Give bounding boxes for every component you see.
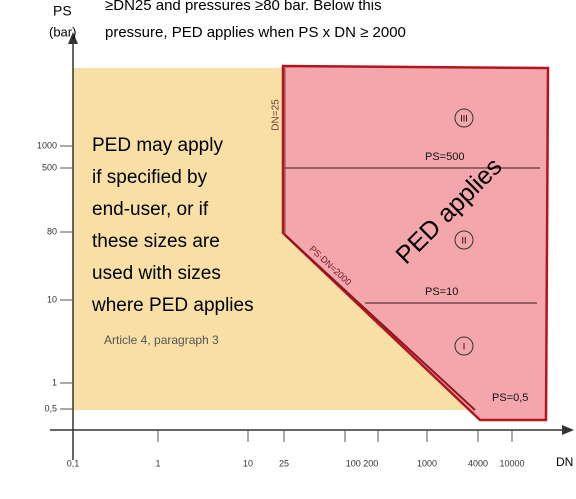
y-arrow bbox=[68, 32, 78, 44]
y-axis-unit: (bar) bbox=[49, 24, 76, 39]
ps-label: PS=0,5 bbox=[492, 392, 528, 404]
yellow-region bbox=[73, 68, 475, 410]
x-tick-label: 25 bbox=[279, 458, 289, 468]
y-tick-label: 1 bbox=[52, 377, 57, 387]
region-line: used with sizes bbox=[92, 263, 221, 284]
x-tick-label: 4000 bbox=[468, 458, 488, 468]
y-tick-label: 1000 bbox=[37, 140, 57, 150]
y-tick-label: 0,5 bbox=[44, 403, 57, 413]
x-tick-label: 0,1 bbox=[67, 458, 80, 468]
region-line: these sizes are bbox=[92, 231, 220, 252]
x-axis-label: DN bbox=[556, 455, 573, 469]
region-line: if specified by bbox=[92, 167, 208, 188]
y-tick-label: 500 bbox=[42, 162, 57, 172]
x-tick-label: 1 bbox=[155, 458, 160, 468]
red-region bbox=[281, 64, 550, 422]
category-label: I bbox=[463, 341, 466, 351]
category-label: II bbox=[461, 235, 466, 245]
yellow-text: PED may apply if specified by end-user, … bbox=[91, 135, 254, 347]
dn-label: DN=25 bbox=[271, 99, 282, 131]
category-circle bbox=[454, 230, 474, 250]
region-line: where PED applies bbox=[91, 295, 254, 316]
x-tick-label: 10000 bbox=[499, 458, 524, 468]
ps-label: PS=500 bbox=[425, 151, 464, 163]
x-tick-label: 1000 bbox=[417, 458, 437, 468]
category-circle bbox=[454, 336, 474, 356]
x-ticks bbox=[157, 430, 513, 442]
y-axis-label: PS bbox=[53, 3, 72, 19]
ps-label: PS=10 bbox=[425, 286, 458, 298]
x-tick-label: 10 bbox=[243, 458, 253, 468]
reference: Article 4, paragraph 3 bbox=[104, 333, 219, 347]
region-line: end-user, or if bbox=[92, 199, 209, 220]
product-line bbox=[284, 234, 476, 411]
category-label: III bbox=[460, 113, 468, 123]
y-tick-label: 80 bbox=[47, 226, 57, 236]
category-circle bbox=[454, 108, 474, 128]
header-line: ≥DN25 and pressures ≥80 bar. Below this bbox=[105, 0, 382, 14]
y-tick-label: 10 bbox=[47, 294, 57, 304]
header-line: pressure, PED applies when PS x DN ≥ 200… bbox=[105, 24, 406, 41]
x-arrow bbox=[562, 425, 574, 435]
y-ticks bbox=[60, 145, 73, 410]
region-line: PED may apply bbox=[92, 135, 223, 156]
x-tick-label: 100 200 bbox=[346, 458, 379, 468]
